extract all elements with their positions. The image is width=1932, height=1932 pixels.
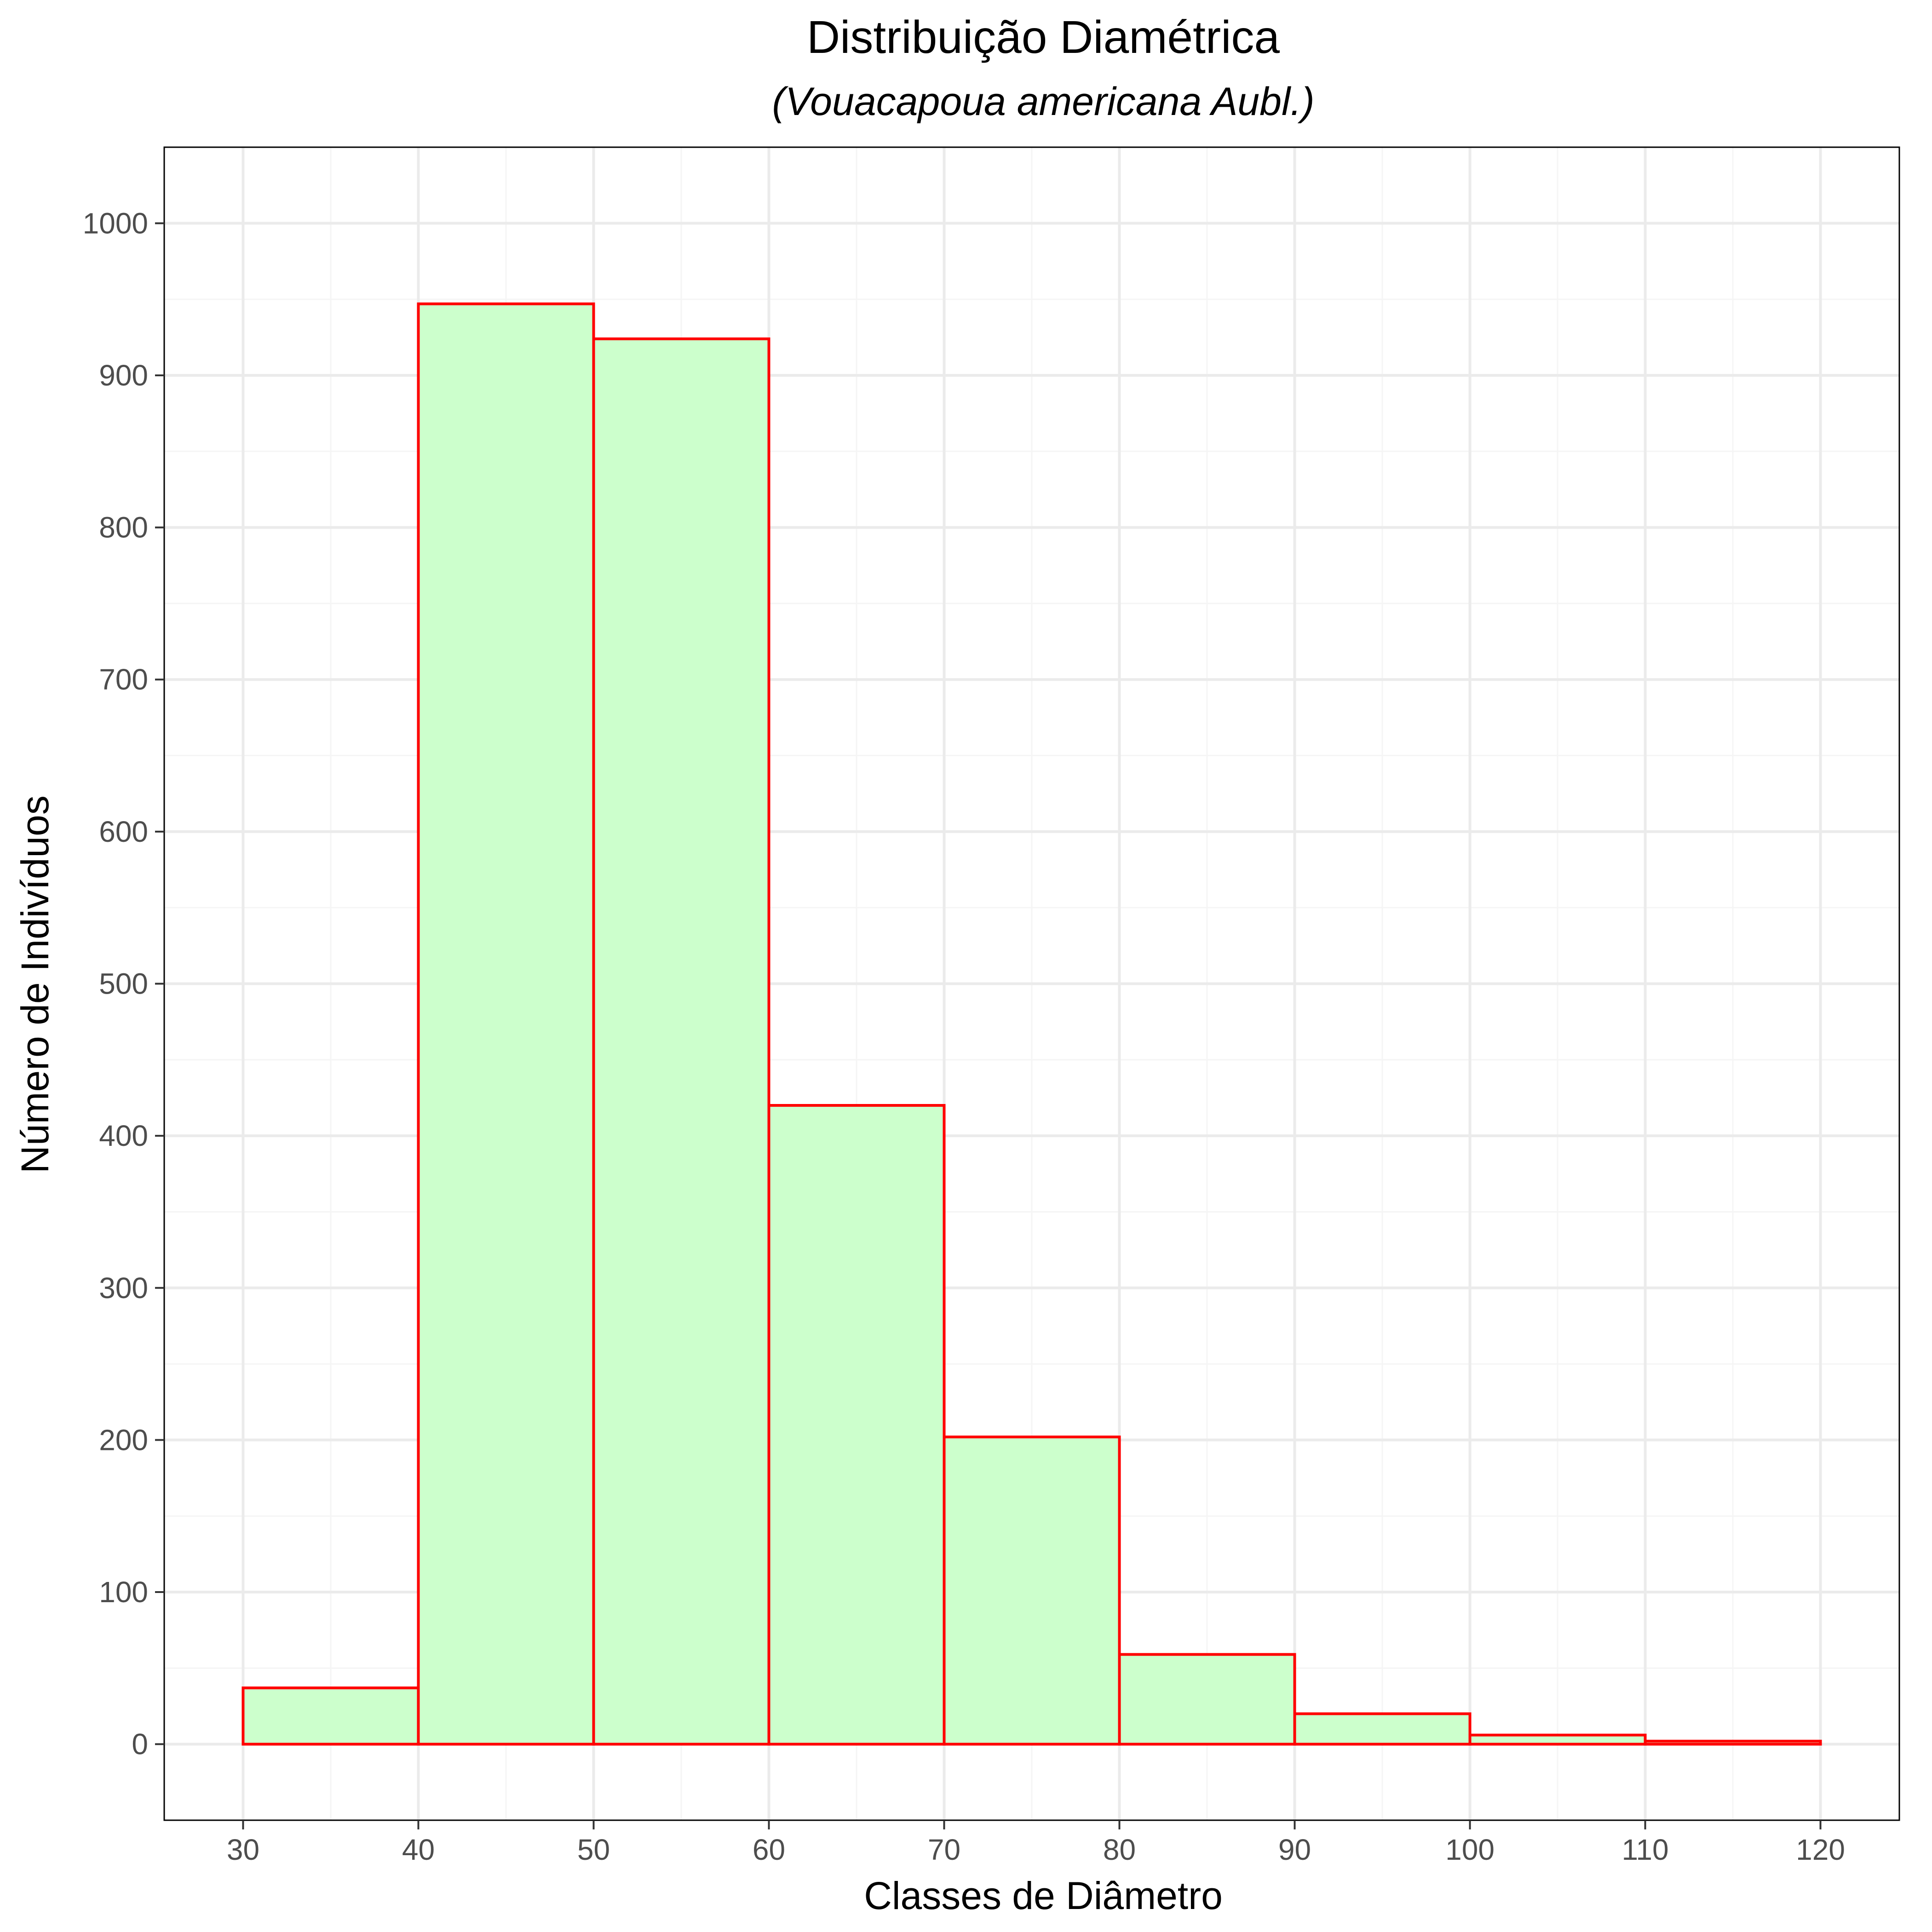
y-tick-label: 400	[99, 1119, 148, 1152]
y-tick-label: 0	[132, 1728, 148, 1761]
histogram-bar	[943, 1435, 1121, 1746]
x-tick-label: 60	[753, 1833, 785, 1866]
y-tick-label: 800	[99, 511, 148, 544]
histogram-bar	[242, 1686, 420, 1746]
x-tick-label: 70	[928, 1833, 960, 1866]
histogram-bar	[1293, 1712, 1472, 1746]
y-axis-ticks: 0 100 200 300 400 500 600 700 800 900 1000	[83, 207, 164, 1761]
histogram-bar	[1118, 1653, 1296, 1746]
y-tick-label: 600	[99, 815, 148, 848]
x-tick-label: 30	[227, 1833, 259, 1866]
chart-title: Distribuição Diamétrica	[807, 12, 1280, 63]
x-axis-label: Classes de Diâmetro	[864, 1874, 1223, 1917]
y-axis-label: Número de Indivíduos	[13, 795, 57, 1173]
x-tick-label: 110	[1622, 1833, 1669, 1866]
histogram-bar	[592, 337, 770, 1746]
y-tick-label: 300	[99, 1271, 148, 1305]
y-tick-label: 100	[99, 1576, 148, 1609]
x-tick-label: 100	[1445, 1833, 1495, 1866]
x-tick-label: 40	[402, 1833, 435, 1866]
histogram-bar	[1468, 1733, 1647, 1746]
y-tick-label: 700	[99, 663, 148, 696]
chart-subtitle: (Vouacapoua americana Aubl.)	[772, 80, 1314, 124]
y-tick-label: 500	[99, 967, 148, 1000]
histogram-bar	[1644, 1740, 1822, 1746]
x-tick-label: 90	[1278, 1833, 1311, 1866]
x-tick-label: 120	[1796, 1833, 1845, 1866]
x-axis-ticks: 30 40 50 60 70 80 90 100 110 120	[227, 1820, 1845, 1866]
histogram-bar	[417, 302, 595, 1746]
x-tick-label: 50	[577, 1833, 610, 1866]
y-tick-label: 900	[99, 359, 148, 392]
y-tick-label: 1000	[83, 207, 148, 240]
x-tick-label: 80	[1103, 1833, 1136, 1866]
histogram-bar	[767, 1104, 946, 1746]
histogram-bars	[242, 302, 1822, 1746]
y-tick-label: 200	[99, 1423, 148, 1456]
